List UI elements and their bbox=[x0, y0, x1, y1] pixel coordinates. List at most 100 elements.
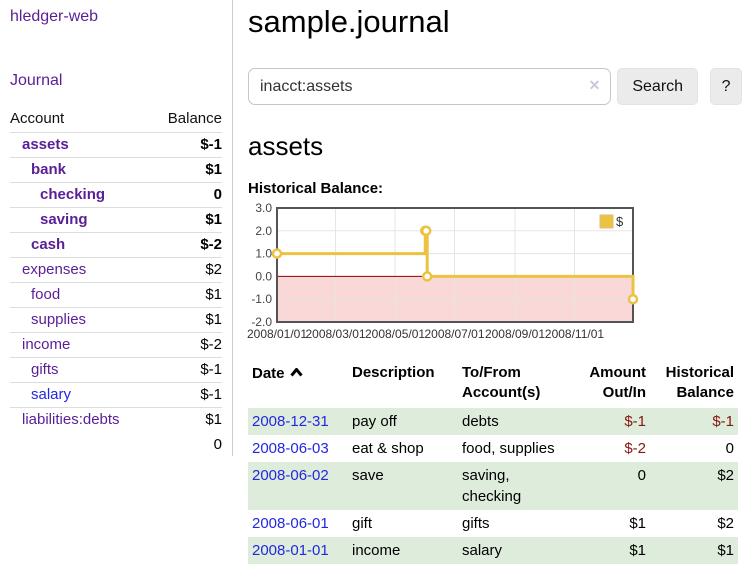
account-row: gifts $-1 bbox=[10, 357, 222, 383]
svg-text:2008/11/01: 2008/11/01 bbox=[545, 327, 604, 341]
account-link-bank[interactable]: bank bbox=[31, 161, 67, 178]
txn-header-date[interactable]: Date bbox=[248, 361, 348, 408]
account-row: assets $-1 bbox=[10, 133, 222, 158]
account-link-saving[interactable]: saving bbox=[40, 211, 88, 228]
transaction-balance: $1 bbox=[717, 541, 734, 559]
transaction-date-link[interactable]: 2008-06-02 bbox=[252, 466, 329, 484]
transaction-balance: 0 bbox=[725, 439, 734, 457]
account-balance: $1 bbox=[151, 157, 222, 183]
account-row: salary $-1 bbox=[10, 382, 222, 408]
transaction-row[interactable]: 2008-06-01 gift gifts $1 $2 bbox=[248, 510, 738, 537]
account-row: saving $1 bbox=[10, 207, 222, 233]
account-link-salary[interactable]: salary bbox=[31, 386, 72, 403]
transaction-amount: $1 bbox=[629, 514, 646, 532]
txn-header-balance: Historical Balance bbox=[665, 364, 734, 402]
transaction-amount: 0 bbox=[637, 466, 646, 484]
txn-header-accounts: To/From Account(s) bbox=[462, 364, 541, 402]
account-row: liabilities:debts $1 bbox=[10, 407, 222, 432]
account-link-expenses[interactable]: expenses bbox=[22, 261, 87, 278]
account-row: checking 0 bbox=[10, 182, 222, 208]
svg-text:2008/09/01: 2008/09/01 bbox=[485, 327, 545, 341]
accounts-header-account: Account bbox=[10, 106, 152, 133]
accounts-header-balance: Balance bbox=[151, 106, 222, 133]
account-heading: assets bbox=[248, 131, 324, 161]
account-balance: $-2 bbox=[151, 232, 222, 258]
app-brand-link[interactable]: hledger-web bbox=[10, 8, 99, 25]
account-link-checking[interactable]: checking bbox=[40, 186, 106, 203]
transaction-amount: $-1 bbox=[624, 412, 646, 430]
transaction-description: eat & shop bbox=[352, 439, 424, 457]
account-row: supplies $1 bbox=[10, 307, 222, 333]
svg-text:2.0: 2.0 bbox=[255, 224, 272, 238]
svg-text:2008/07/01: 2008/07/01 bbox=[424, 327, 484, 341]
svg-text:1.0: 1.0 bbox=[255, 247, 272, 261]
search-button[interactable]: Search bbox=[617, 68, 699, 105]
txn-header-description: Description bbox=[352, 364, 435, 381]
account-balance: $2 bbox=[151, 257, 222, 283]
transaction-balance: $2 bbox=[717, 514, 734, 532]
svg-text:2008/05/01: 2008/05/01 bbox=[365, 327, 425, 341]
transaction-accounts: gifts bbox=[462, 514, 490, 532]
svg-text:2008/01/01: 2008/01/01 bbox=[247, 327, 307, 341]
sort-ascending-icon bbox=[289, 363, 303, 383]
search-input[interactable] bbox=[248, 68, 612, 105]
historical-balance-chart: $3.0 2.0 1.0 0.0 -1.0 -2.0 2008/01/01 2008/03/0… bbox=[247, 201, 742, 345]
account-balance: 0 bbox=[151, 182, 222, 208]
accounts-total-value: 0 bbox=[213, 436, 222, 453]
transaction-date-link[interactable]: 2008-01-01 bbox=[252, 541, 329, 559]
account-row: cash $-2 bbox=[10, 232, 222, 258]
sidebar: hledger-web Journal Account Balance asse… bbox=[0, 0, 233, 456]
account-row: income $-2 bbox=[10, 332, 222, 358]
transaction-accounts: saving, checking bbox=[462, 466, 522, 505]
transaction-balance: $-1 bbox=[712, 412, 734, 430]
account-balance: $-1 bbox=[151, 357, 222, 383]
accounts-total-row: 0 bbox=[10, 432, 222, 457]
svg-text:$: $ bbox=[616, 214, 624, 229]
transactions-table: Date Description To/From Account(s) Amou… bbox=[248, 361, 738, 564]
account-link-liabilities-debts[interactable]: liabilities:debts bbox=[22, 411, 120, 428]
account-row: expenses $2 bbox=[10, 257, 222, 283]
transaction-date-link[interactable]: 2008-12-31 bbox=[252, 412, 329, 430]
txn-header-amount: Amount Out/In bbox=[589, 364, 646, 402]
account-link-income[interactable]: income bbox=[22, 336, 71, 353]
account-link-food[interactable]: food bbox=[31, 286, 61, 303]
svg-text:0.0: 0.0 bbox=[255, 269, 272, 283]
page-title: sample.journal bbox=[248, 4, 450, 39]
transaction-accounts: debts bbox=[462, 412, 499, 430]
transaction-row[interactable]: 2008-06-03 eat & shop food, supplies $-2 0 bbox=[248, 435, 738, 462]
transaction-balance: $2 bbox=[717, 466, 734, 484]
account-link-supplies[interactable]: supplies bbox=[31, 311, 87, 328]
chart-title: Historical Balance: bbox=[248, 180, 384, 197]
account-row: bank $1 bbox=[10, 157, 222, 183]
account-row: food $1 bbox=[10, 282, 222, 308]
transaction-description: income bbox=[352, 541, 401, 559]
transaction-row[interactable]: 2008-06-02 save saving, checking 0 $2 bbox=[248, 461, 738, 510]
account-link-assets[interactable]: assets bbox=[22, 136, 69, 153]
clear-search-icon[interactable]: ✕ bbox=[588, 77, 601, 93]
transaction-accounts: food, supplies bbox=[462, 439, 555, 457]
nav-journal-link[interactable]: Journal bbox=[10, 72, 63, 89]
account-balance: $-1 bbox=[151, 382, 222, 408]
account-link-cash[interactable]: cash bbox=[31, 236, 66, 253]
transaction-row[interactable]: 2008-01-01 income salary $1 $1 bbox=[248, 536, 738, 564]
transaction-description: gift bbox=[352, 514, 373, 532]
svg-text:-2.0: -2.0 bbox=[251, 315, 272, 329]
account-balance: $-1 bbox=[200, 136, 222, 153]
transaction-date-link[interactable]: 2008-06-01 bbox=[252, 514, 329, 532]
account-balance: $1 bbox=[151, 282, 222, 308]
help-button[interactable]: ? bbox=[710, 68, 742, 105]
account-balance: $1 bbox=[151, 307, 222, 333]
svg-text:2008/03/01: 2008/03/01 bbox=[305, 327, 365, 341]
transaction-row[interactable]: 2008-12-31 pay off debts $-1 $-1 bbox=[248, 407, 738, 435]
search-form: ✕ Search ? bbox=[248, 68, 742, 105]
transaction-amount: $-2 bbox=[624, 439, 646, 457]
transaction-description: save bbox=[352, 466, 384, 484]
accounts-table: Account Balance assets $-1 bank $1 checking 0… bbox=[10, 106, 222, 457]
svg-text:3.0: 3.0 bbox=[255, 201, 272, 215]
svg-text:-1.0: -1.0 bbox=[251, 292, 272, 306]
account-link-gifts[interactable]: gifts bbox=[31, 361, 59, 378]
transaction-date-link[interactable]: 2008-06-03 bbox=[252, 439, 329, 457]
account-balance: $1 bbox=[151, 407, 222, 432]
main-content: sample.journal ✕ Search ? assets Histori… bbox=[247, 0, 742, 564]
transaction-accounts: salary bbox=[462, 541, 503, 559]
